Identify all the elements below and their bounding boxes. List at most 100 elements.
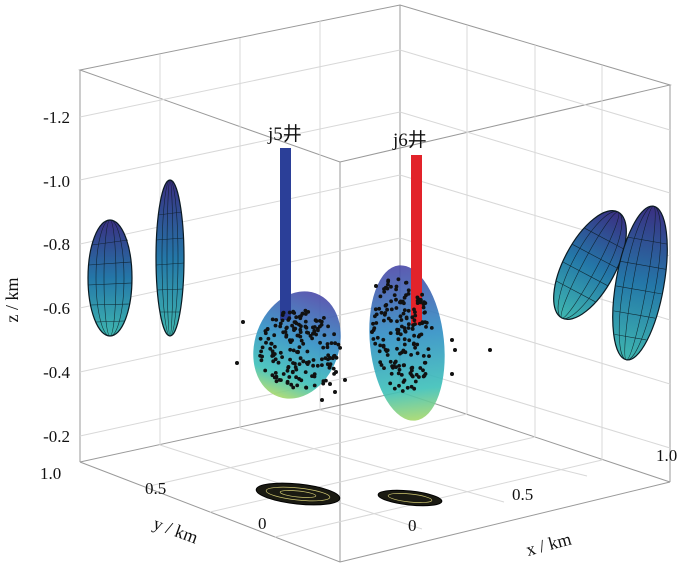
scatter-point (488, 348, 492, 352)
scatter-point (413, 322, 417, 326)
y-tick: 0 (258, 514, 267, 533)
scatter-point (288, 357, 292, 362)
scatter-point (382, 366, 386, 370)
scatter-point (333, 390, 337, 394)
scatter-point (389, 284, 393, 289)
scatter-point (303, 312, 308, 316)
scatter-point (291, 385, 296, 390)
scatter-point (392, 364, 396, 369)
scatter-point (420, 292, 424, 297)
scatter-point (402, 295, 407, 300)
scatter-point (273, 344, 277, 349)
scatter-point (395, 319, 399, 324)
scatter-point (389, 299, 393, 304)
scatter-point (421, 374, 426, 379)
scatter-point (412, 307, 416, 312)
scatter-point (381, 337, 386, 342)
scatter-point (263, 368, 268, 373)
scatter-point (318, 340, 322, 345)
scatter-point (320, 398, 324, 402)
scatter-point (278, 350, 283, 355)
scatter-point (409, 353, 413, 357)
well-j6 (411, 155, 422, 325)
projection-left-wall (87, 179, 185, 337)
scatter-point (394, 287, 398, 292)
well-j5 (280, 148, 291, 320)
scatter-point (316, 328, 320, 333)
wall-grid-left (79, 21, 401, 445)
scatter-point (264, 340, 268, 345)
scatter-point (413, 345, 417, 350)
scatter-point (304, 385, 309, 390)
scatter-point (394, 306, 399, 310)
scatter-point (402, 378, 407, 383)
scatter-point (393, 359, 398, 364)
scatter-point (412, 333, 416, 338)
scatter-point (310, 336, 314, 341)
scatter-point (258, 336, 263, 341)
scatter-point (385, 307, 389, 312)
scatter-point (259, 349, 263, 354)
scatter-point (336, 342, 341, 347)
scatter-point (298, 356, 303, 361)
scatter-point (378, 343, 383, 348)
scatter-point (386, 316, 391, 321)
scatter-point (379, 310, 384, 315)
scatter-point (263, 329, 268, 333)
scatter-point (450, 372, 454, 376)
scatter-point (421, 354, 426, 358)
scatter-point (370, 330, 374, 334)
scatter-point (397, 364, 401, 368)
scatter-point (312, 328, 317, 333)
scatter-point (385, 348, 390, 353)
scatter-point (396, 337, 401, 342)
scatter-point (273, 323, 278, 328)
scatter-point (333, 341, 337, 346)
scatter-point (396, 330, 400, 335)
scatter-point (285, 325, 289, 330)
scatter-point (385, 286, 390, 291)
scatter-point (266, 336, 271, 341)
scatter-point (403, 350, 408, 355)
scatter-point (406, 308, 411, 313)
scatter-point (375, 335, 380, 340)
scatter-point (402, 342, 407, 347)
scatter-point (397, 367, 402, 372)
scatter-point (273, 371, 278, 375)
scatter-point (413, 379, 418, 384)
scatter-point (334, 370, 338, 374)
scatter-point (386, 282, 390, 287)
scatter-point (270, 354, 275, 358)
scatter-point (381, 344, 386, 349)
x-tick: 1.0 (656, 446, 677, 465)
scatter-point (285, 368, 290, 373)
scatter-point (326, 324, 330, 329)
scatter-point (323, 356, 328, 360)
scatter-point (398, 351, 402, 356)
scatter-point (291, 361, 295, 365)
scatter-point (295, 333, 300, 338)
x-tick: 0 (408, 516, 417, 535)
y-tick: 0.5 (145, 479, 166, 498)
scatter-point (385, 353, 390, 357)
z-tick: -0.8 (43, 235, 70, 254)
scatter-point (303, 324, 308, 329)
scatter-point (328, 356, 332, 360)
scatter-point (383, 311, 388, 315)
scatter-point (301, 359, 306, 364)
scatter-point (321, 345, 326, 350)
scatter-point (418, 300, 423, 305)
z-tick: -1.2 (43, 108, 70, 127)
scatter-point (285, 381, 290, 385)
scatter-point (306, 331, 311, 335)
scatter-point (399, 373, 404, 377)
scatter-point (402, 337, 407, 342)
scatter-point (389, 371, 394, 376)
scatter-point (325, 342, 330, 346)
scatter-point (315, 363, 320, 368)
scatter-point (402, 308, 407, 312)
z-tick: -0.6 (43, 299, 70, 318)
scatter-point (415, 295, 420, 300)
scatter-point (404, 280, 409, 285)
